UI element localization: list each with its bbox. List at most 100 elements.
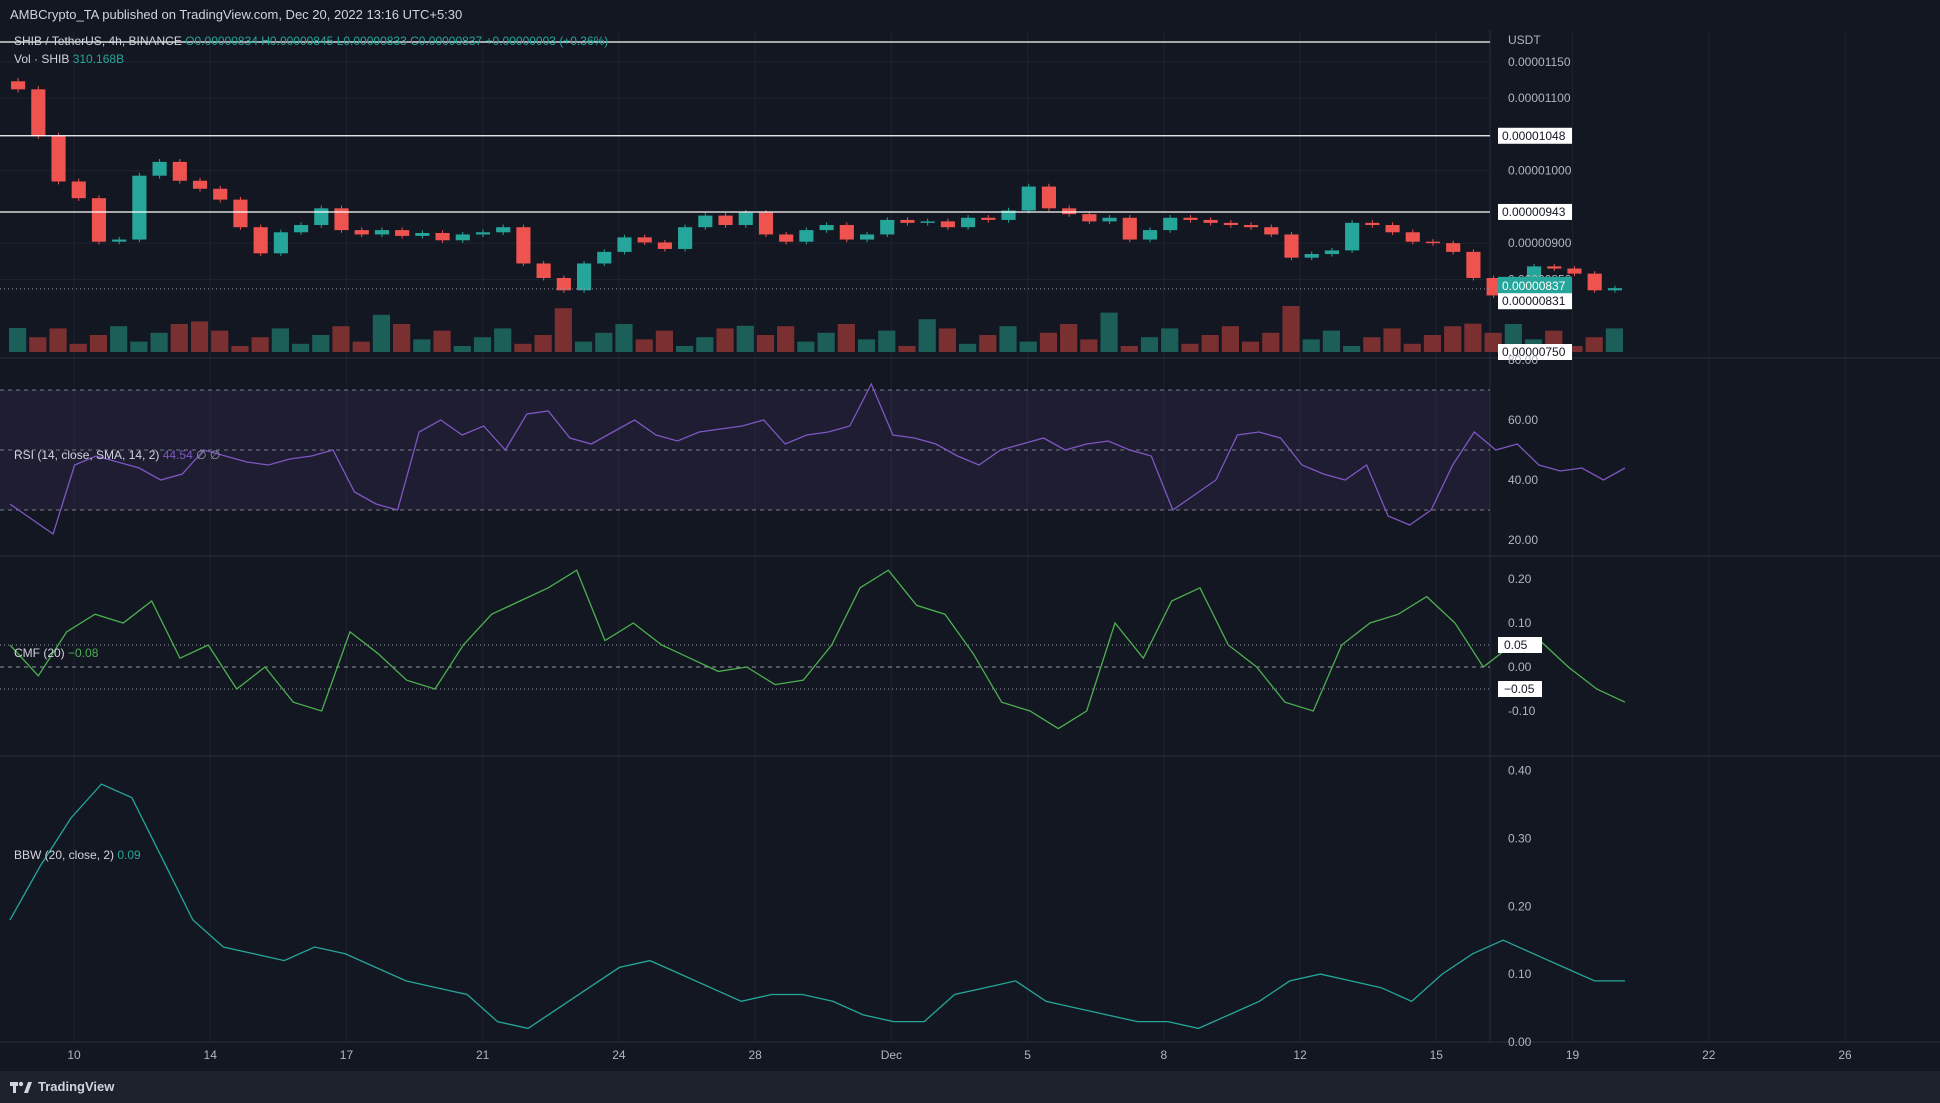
volume-bar — [1423, 335, 1442, 352]
volume-bar — [1282, 306, 1300, 352]
time-tick-label: 8 — [1161, 1048, 1168, 1062]
candle-body — [1587, 273, 1602, 291]
volume-bar — [736, 325, 754, 352]
price-axis[interactable]: USDT 0.00001150 0.00001100 0.00001000 0.0000… — [1498, 33, 1572, 1049]
high-value: H0.00000845 — [261, 34, 334, 48]
candle-body — [334, 208, 349, 231]
volume-bar — [9, 328, 27, 352]
candle-body — [71, 181, 86, 199]
volume-bar — [211, 330, 229, 352]
tradingview-logo-icon — [10, 1081, 32, 1093]
price-tick-label: 0.00001100 — [1508, 91, 1571, 105]
candle-body — [961, 217, 976, 228]
rsi-legend[interactable]: RSI (14, close, SMA, 14, 2) 44.54 ∅ ∅ — [14, 448, 220, 462]
symbol-label: SHIB / TetherUS, 4h, BINANCE — [14, 34, 182, 48]
volume-bar — [110, 326, 128, 352]
candle-body — [213, 188, 228, 200]
candle-body — [1062, 208, 1077, 215]
volume-bar — [1039, 332, 1058, 352]
volume-bar — [1060, 324, 1078, 352]
volume-bar — [534, 335, 552, 352]
volume-bar — [595, 332, 613, 352]
candle-body — [637, 237, 652, 243]
candle-body — [294, 225, 309, 233]
candle-body — [597, 251, 612, 264]
cmf-pane — [0, 569, 1626, 730]
candle-body — [192, 180, 208, 189]
volume-legend[interactable]: Vol · SHIB 310.168B — [14, 52, 124, 66]
volume-bar — [857, 339, 876, 352]
candle-body — [1365, 222, 1380, 226]
time-axis[interactable]: 10 14 17 21 24 28 Dec 5 8 12 15 19 22 26 — [67, 1048, 1852, 1062]
candle-body — [981, 217, 996, 220]
volume-bar — [574, 341, 593, 352]
volume-bar — [635, 339, 653, 352]
cmf-legend[interactable]: CMF (20) −0.08 — [14, 646, 98, 660]
candle-body — [253, 227, 268, 254]
candle-body — [1041, 186, 1057, 209]
candle-body — [799, 230, 814, 242]
rsi-line — [9, 382, 1626, 536]
rsi-tick-label: 20.00 — [1508, 533, 1538, 547]
candle-body — [1405, 232, 1420, 242]
candle-body — [1203, 219, 1218, 223]
candle-body — [1567, 268, 1582, 274]
candle-body — [395, 230, 410, 236]
level-label: 0.00000943 — [1502, 205, 1566, 219]
candle-body — [132, 175, 147, 240]
volume-bar — [1343, 346, 1361, 352]
volume-bar — [716, 328, 734, 352]
candle-body — [233, 199, 248, 228]
bbw-pane — [9, 783, 1625, 1030]
candle-body — [31, 89, 46, 136]
volume-bar — [494, 328, 512, 352]
volume-bar — [1120, 346, 1138, 352]
bbw-value: 0.09 — [117, 848, 141, 862]
candle-body — [374, 230, 390, 235]
candle-body — [314, 208, 329, 226]
volume-bar — [918, 319, 936, 352]
volume-bar — [1181, 343, 1199, 352]
candle-body — [51, 135, 66, 182]
last-price-label: 0.00000837 — [1502, 279, 1566, 293]
change-value: +0.00000003 (+0.36%) — [485, 34, 609, 48]
volume-bar — [291, 343, 310, 352]
time-tick-label: 21 — [476, 1048, 490, 1062]
volume-bar — [251, 337, 269, 352]
cmf-level-label: −0.05 — [1504, 682, 1535, 696]
volume-bar — [372, 314, 391, 352]
candle-body — [1082, 214, 1097, 222]
volume-bar — [1161, 328, 1179, 352]
volume-bar — [1262, 332, 1280, 352]
footer-bar: TradingView — [0, 1071, 1940, 1103]
bbw-legend[interactable]: BBW (20, close, 2) 0.09 — [14, 848, 141, 862]
volume-bar — [696, 337, 714, 352]
volume-bar — [312, 335, 330, 352]
rsi-tick-label: 40.00 — [1508, 473, 1538, 487]
time-tick-label: Dec — [881, 1048, 902, 1062]
cmf-level-label: 0.05 — [1504, 638, 1528, 652]
candle-body — [172, 161, 187, 181]
candle-body — [536, 263, 551, 278]
volume-bar — [999, 326, 1017, 352]
volume-bar — [1484, 332, 1502, 352]
cmf-level-box — [1498, 637, 1542, 653]
cmf-tick-label: -0.10 — [1508, 704, 1536, 718]
volume-bar — [352, 341, 370, 352]
chart-frame[interactable]: USDT 0.00001150 0.00001100 0.00001000 0.0000… — [0, 30, 1940, 1070]
chart-canvas[interactable]: USDT 0.00001150 0.00001100 0.00001000 0.0000… — [0, 30, 1940, 1070]
rsi-tick-label: 60.00 — [1508, 413, 1538, 427]
tradingview-logo[interactable]: TradingView — [10, 1079, 114, 1094]
candle-body — [678, 227, 693, 249]
candle-body — [1466, 251, 1481, 278]
cmf-tick-label: 0.10 — [1508, 616, 1532, 630]
volume-bar — [797, 341, 815, 352]
level-label-box — [1498, 203, 1572, 220]
level-label-box — [1498, 127, 1572, 144]
candle-body — [779, 234, 794, 242]
main-legend[interactable]: SHIB / TetherUS, 4h, BINANCE O0.00000834… — [14, 34, 608, 48]
candle-body — [1304, 254, 1319, 258]
price-tick-label: 0.00001150 — [1508, 55, 1571, 69]
candle-body — [435, 233, 450, 241]
candle-body — [1183, 217, 1198, 220]
